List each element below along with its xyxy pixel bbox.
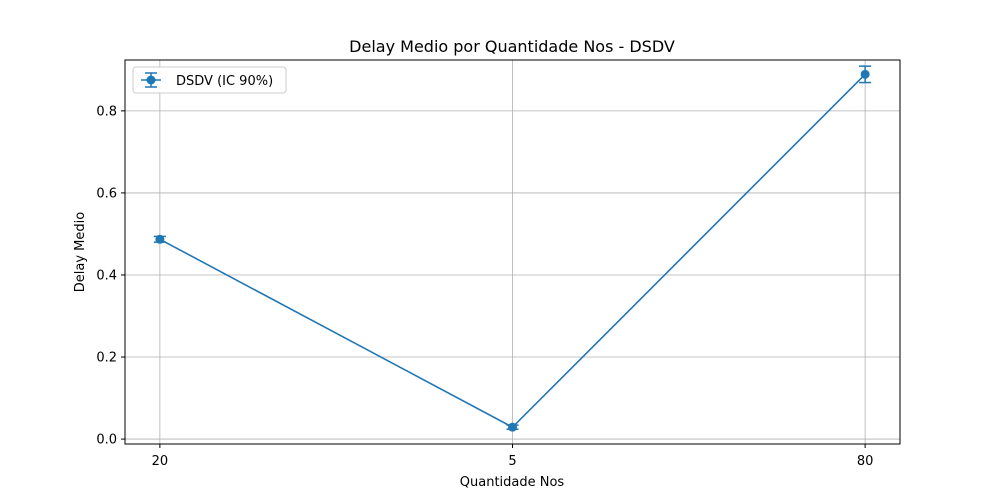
data-point: [155, 234, 165, 244]
x-tick-label: 80: [857, 454, 874, 469]
data-point: [860, 69, 870, 79]
x-axis: 20 5 80: [152, 444, 874, 469]
series-layer: [153, 65, 872, 432]
x-tick-label: 20: [152, 454, 169, 469]
x-tick-label: 5: [508, 454, 516, 469]
x-axis-label: Quantidade Nos: [460, 475, 565, 490]
legend-dot: [146, 75, 156, 85]
data-point: [508, 422, 517, 432]
legend-label: DSDV (IC 90%): [176, 74, 273, 89]
legend-marker: [141, 72, 161, 88]
y-tick-label: 0.4: [96, 268, 117, 283]
y-axis-label: Delay Medio: [73, 212, 88, 292]
chart-title: Delay Medio por Quantidade Nos - DSDV: [349, 37, 675, 56]
legend: DSDV (IC 90%): [132, 66, 287, 94]
legend-box: [132, 66, 287, 94]
grid: [125, 60, 900, 444]
y-tick-label: 0.6: [96, 186, 117, 201]
y-axis: 0.0 0.2 0.4 0.6 0.8: [96, 104, 125, 448]
y-tick-label: 0.2: [96, 351, 117, 366]
y-tick-label: 0.8: [96, 104, 117, 119]
y-tick-label: 0.0: [96, 433, 117, 448]
